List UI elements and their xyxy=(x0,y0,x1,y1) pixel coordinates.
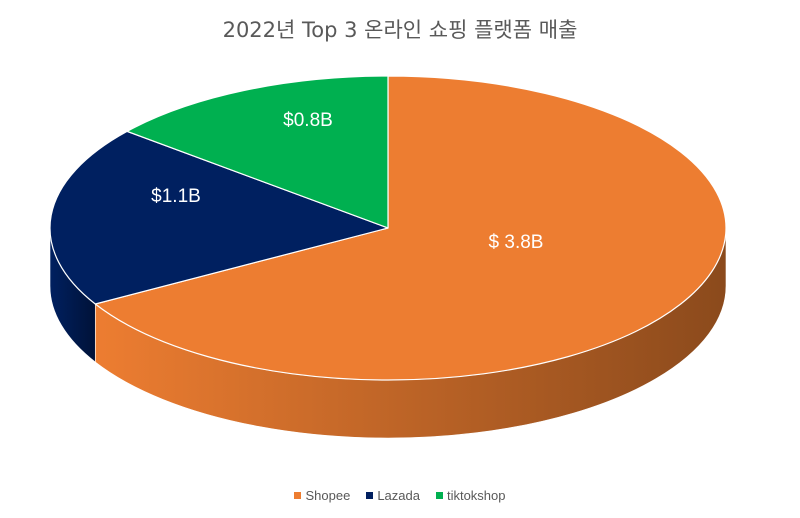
legend-label-shopee: Shopee xyxy=(305,488,351,503)
data-label-shopee: $ 3.8B xyxy=(489,232,544,253)
legend: Shopee Lazada tiktokshop xyxy=(0,488,800,503)
legend-swatch-lazada xyxy=(366,492,374,499)
legend-swatch-tiktokshop xyxy=(435,492,443,499)
legend-item-shopee: Shopee xyxy=(294,488,350,503)
legend-label-tiktokshop: tiktokshop xyxy=(446,488,506,503)
pie-slice-shopee xyxy=(94,75,727,381)
legend-item-lazada: Lazada xyxy=(366,488,420,503)
legend-swatch-shopee xyxy=(294,492,302,499)
legend-item-tiktokshop: tiktokshop xyxy=(435,488,506,503)
data-label-lazada: $1.1B xyxy=(151,186,201,207)
pie-slice-lazada xyxy=(49,130,389,305)
pie-slice-tiktokshop xyxy=(126,75,389,229)
legend-label-lazada: Lazada xyxy=(377,488,420,503)
chart-title: 2022년 Top 3 온라인 쇼핑 플랫폼 매출 xyxy=(222,18,578,42)
data-label-tiktokshop: $0.8B xyxy=(283,110,333,131)
